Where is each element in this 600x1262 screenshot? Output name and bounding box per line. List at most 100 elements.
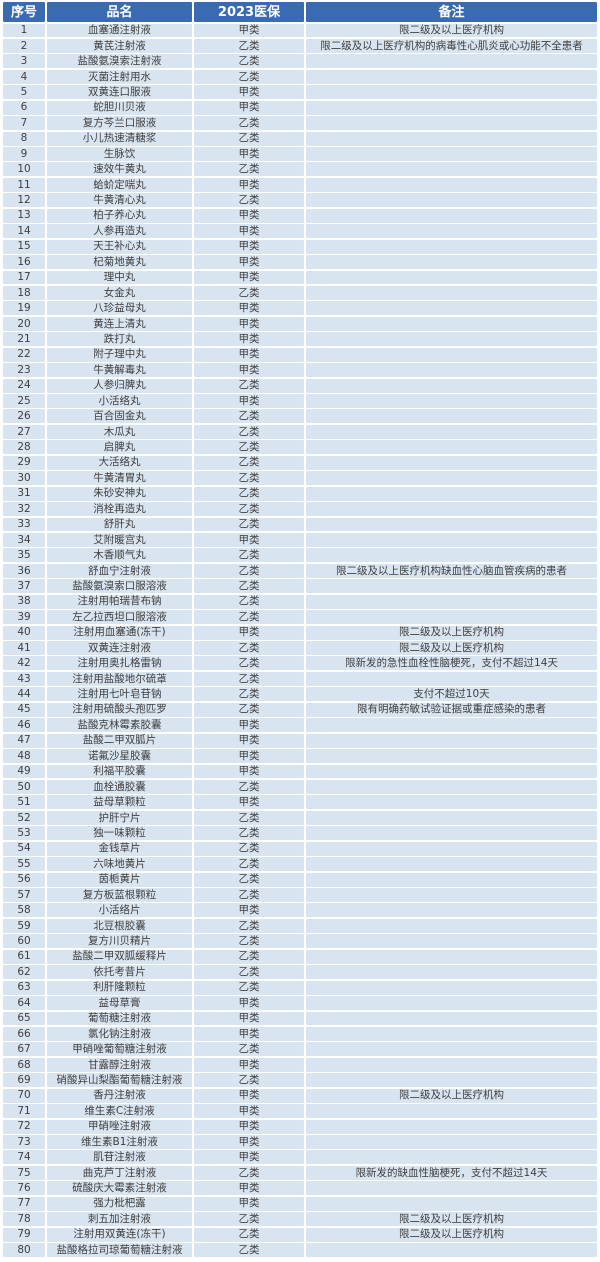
remark-cell bbox=[306, 224, 597, 239]
serial-number-cell: 15 bbox=[3, 239, 45, 254]
product-name-cell: 复方板蓝根颗粒 bbox=[47, 888, 192, 902]
remark-cell bbox=[306, 779, 597, 794]
table-row: 12 牛黄清心丸 乙类 bbox=[3, 193, 597, 208]
insurance-category-cell: 乙类 bbox=[194, 116, 304, 131]
insurance-category-cell: 乙类 bbox=[194, 965, 304, 980]
table-row: 23 牛黄解毒丸 甲类 bbox=[3, 363, 597, 378]
table-row: 44 注射用七叶皂苷钠 乙类 支付不超过10天 bbox=[3, 687, 597, 702]
serial-number-cell: 56 bbox=[3, 872, 45, 887]
insurance-category-cell: 乙类 bbox=[194, 841, 304, 856]
product-name-cell: 小活络丸 bbox=[47, 394, 192, 408]
insurance-category-cell: 甲类 bbox=[194, 996, 304, 1010]
table-row: 65 葡萄糖注射液 甲类 bbox=[3, 1011, 597, 1026]
remark-cell bbox=[306, 965, 597, 980]
product-name-cell: 复方芩兰口服液 bbox=[47, 116, 192, 131]
insurance-category-cell: 甲类 bbox=[194, 301, 304, 316]
remark-cell: 限二级及以上医疗机构 bbox=[306, 1212, 597, 1227]
product-name-cell: 益母草颗粒 bbox=[47, 795, 192, 810]
insurance-category-cell: 乙类 bbox=[194, 656, 304, 671]
remark-cell bbox=[306, 131, 597, 146]
serial-number-cell: 27 bbox=[3, 424, 45, 439]
serial-number-cell: 8 bbox=[3, 131, 45, 146]
insurance-category-cell: 甲类 bbox=[194, 316, 304, 331]
remark-cell bbox=[306, 718, 597, 733]
table-row: 51 益母草颗粒 甲类 bbox=[3, 795, 597, 810]
remark-cell bbox=[306, 872, 597, 887]
serial-number-cell: 18 bbox=[3, 285, 45, 300]
product-name-cell: 理中丸 bbox=[47, 270, 192, 285]
insurance-category-cell: 乙类 bbox=[194, 471, 304, 486]
remark-cell bbox=[306, 949, 597, 964]
serial-number-cell: 61 bbox=[3, 949, 45, 964]
remark-cell bbox=[306, 394, 597, 408]
insurance-category-cell: 甲类 bbox=[194, 749, 304, 763]
product-name-cell: 牛黄清胃丸 bbox=[47, 471, 192, 486]
serial-number-cell: 78 bbox=[3, 1212, 45, 1227]
table-row: 38 注射用帕瑞昔布钠 乙类 bbox=[3, 594, 597, 609]
product-name-cell: 消栓再造丸 bbox=[47, 502, 192, 516]
serial-number-cell: 24 bbox=[3, 378, 45, 393]
table-row: 15 天王补心丸 甲类 bbox=[3, 239, 597, 254]
column-header-2023-insurance: 2023医保 bbox=[194, 2, 304, 22]
remark-cell bbox=[306, 841, 597, 856]
serial-number-cell: 22 bbox=[3, 347, 45, 362]
product-name-cell: 甲硝唑葡萄糖注射液 bbox=[47, 1042, 192, 1057]
table-row: 66 氯化钠注射液 甲类 bbox=[3, 1026, 597, 1041]
product-name-cell: 护肝宁片 bbox=[47, 810, 192, 825]
insurance-category-cell: 甲类 bbox=[194, 224, 304, 239]
insurance-category-cell: 甲类 bbox=[194, 1026, 304, 1041]
insurance-category-cell: 乙类 bbox=[194, 872, 304, 887]
product-name-cell: 天王补心丸 bbox=[47, 239, 192, 254]
table-row: 46 盐酸克林霉素胶囊 甲类 bbox=[3, 718, 597, 733]
remark-cell bbox=[306, 332, 597, 347]
serial-number-cell: 62 bbox=[3, 965, 45, 980]
serial-number-cell: 13 bbox=[3, 208, 45, 223]
product-name-cell: 盐酸氨溴索口服溶液 bbox=[47, 579, 192, 594]
table-row: 57 复方板蓝根颗粒 乙类 bbox=[3, 888, 597, 902]
remark-cell bbox=[306, 579, 597, 594]
product-name-cell: 木香顺气丸 bbox=[47, 548, 192, 563]
remark-cell bbox=[306, 1196, 597, 1211]
product-name-cell: 依托考昔片 bbox=[47, 965, 192, 980]
serial-number-cell: 30 bbox=[3, 471, 45, 486]
product-name-cell: 左乙拉西坦口服溶液 bbox=[47, 610, 192, 625]
product-name-cell: 朱砂安神丸 bbox=[47, 486, 192, 501]
table-row: 64 益母草膏 甲类 bbox=[3, 996, 597, 1010]
product-name-cell: 强力枇杷露 bbox=[47, 1196, 192, 1211]
product-name-cell: 双黄连口服液 bbox=[47, 85, 192, 100]
product-name-cell: 刺五加注射液 bbox=[47, 1212, 192, 1227]
table-row: 3 盐酸氨溴索注射液 乙类 bbox=[3, 54, 597, 69]
insurance-category-cell: 乙类 bbox=[194, 980, 304, 995]
insurance-category-cell: 乙类 bbox=[194, 918, 304, 933]
remark-cell: 限二级及以上医疗机构缺血性心脑血管疾病的患者 bbox=[306, 563, 597, 578]
product-name-cell: 八珍益母丸 bbox=[47, 301, 192, 316]
insurance-category-cell: 乙类 bbox=[194, 563, 304, 578]
table-row: 70 香丹注射液 甲类 限二级及以上医疗机构 bbox=[3, 1088, 597, 1103]
product-name-cell: 舒肝丸 bbox=[47, 517, 192, 532]
serial-number-cell: 12 bbox=[3, 193, 45, 208]
insurance-category-cell: 乙类 bbox=[194, 610, 304, 625]
insurance-category-cell: 乙类 bbox=[194, 1227, 304, 1242]
insurance-category-cell: 甲类 bbox=[194, 1150, 304, 1165]
product-name-cell: 利福平胶囊 bbox=[47, 764, 192, 779]
product-name-cell: 双黄连注射液 bbox=[47, 641, 192, 655]
serial-number-cell: 63 bbox=[3, 980, 45, 995]
table-row: 33 舒肝丸 乙类 bbox=[3, 517, 597, 532]
product-name-cell: 茵栀黄片 bbox=[47, 872, 192, 887]
serial-number-cell: 60 bbox=[3, 934, 45, 949]
table-row: 37 盐酸氨溴索口服溶液 乙类 bbox=[3, 579, 597, 594]
serial-number-cell: 67 bbox=[3, 1042, 45, 1057]
remark-cell bbox=[306, 826, 597, 841]
remark-cell: 限二级及以上医疗机构 bbox=[306, 625, 597, 640]
table-row: 43 注射用盐酸地尔硫䓬 乙类 bbox=[3, 671, 597, 686]
table-row: 10 速效牛黄丸 乙类 bbox=[3, 162, 597, 177]
table-row: 59 北豆根胶囊 乙类 bbox=[3, 918, 597, 933]
insurance-category-cell: 甲类 bbox=[194, 23, 304, 38]
insurance-category-cell: 乙类 bbox=[194, 193, 304, 208]
table-row: 77 强力枇杷露 甲类 bbox=[3, 1196, 597, 1211]
serial-number-cell: 79 bbox=[3, 1227, 45, 1242]
insurance-category-cell: 甲类 bbox=[194, 1104, 304, 1119]
remark-cell bbox=[306, 100, 597, 115]
table-row: 76 硫酸庆大霉素注射液 甲类 bbox=[3, 1181, 597, 1196]
insurance-category-cell: 乙类 bbox=[194, 131, 304, 146]
